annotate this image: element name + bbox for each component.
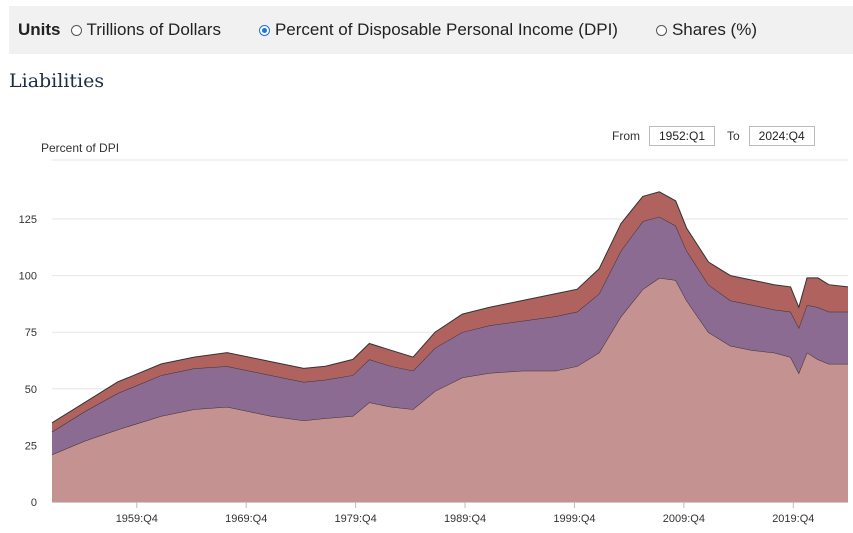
y-tick-label: 125 — [19, 214, 37, 226]
x-tick-label: 1989:Q4 — [444, 513, 486, 525]
y-tick-label: 75 — [25, 327, 37, 339]
y-axis-label: Percent of DPI — [41, 141, 119, 155]
x-tick-label: 1969:Q4 — [225, 513, 267, 525]
from-input[interactable] — [649, 126, 715, 146]
y-tick-label: 25 — [25, 440, 37, 452]
area-series-middle — [52, 216, 848, 455]
area-series-bottom — [52, 277, 848, 502]
y-tick-label: 50 — [25, 384, 37, 396]
x-tick-label: 2009:Q4 — [663, 513, 705, 525]
units-option-trillions[interactable]: Trillions of Dollars — [70, 20, 221, 40]
radio-icon[interactable] — [70, 24, 82, 36]
radio-icon[interactable] — [655, 24, 667, 36]
units-selector: Units Trillions of Dollars Percent of Di… — [9, 6, 853, 54]
units-title: Units — [18, 20, 61, 39]
y-tick-label: 100 — [19, 271, 37, 283]
x-tick-label: 1959:Q4 — [116, 513, 158, 525]
from-label: From — [612, 129, 640, 143]
x-tick-label: 1999:Q4 — [553, 513, 595, 525]
units-option-shares[interactable]: Shares (%) — [655, 20, 757, 40]
chart-title: Liabilities — [9, 70, 105, 92]
radio-checked-icon[interactable] — [258, 24, 270, 36]
date-range: From To — [612, 126, 815, 146]
to-input[interactable] — [748, 126, 815, 146]
x-tick-label: 1979:Q4 — [335, 513, 377, 525]
units-option-label: Trillions of Dollars — [86, 20, 221, 39]
area-series-top-line — [51, 191, 849, 424]
to-label: To — [727, 129, 740, 143]
units-option-label: Percent of Disposable Personal Income (D… — [274, 20, 618, 39]
units-option-percent-dpi[interactable]: Percent of Disposable Personal Income (D… — [258, 20, 618, 40]
x-tick-label: 2019:Q4 — [772, 513, 814, 525]
y-tick-label: 0 — [31, 497, 37, 509]
units-option-label: Shares (%) — [671, 20, 757, 39]
